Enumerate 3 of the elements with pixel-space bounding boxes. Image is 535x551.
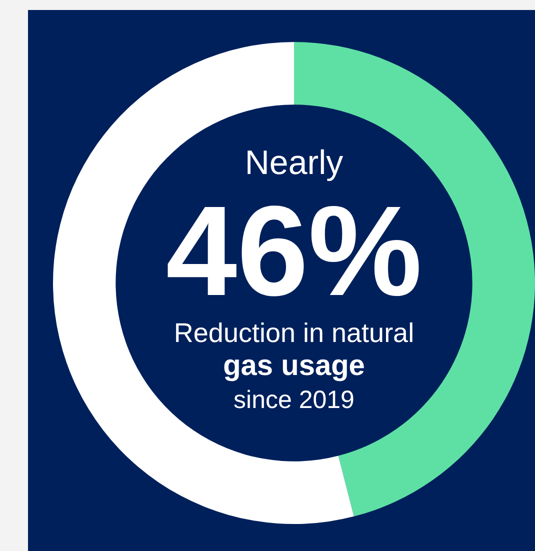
text: Nearly — [244, 144, 344, 182]
text: since 2019 — [232, 386, 356, 414]
text: gas usage — [222, 350, 366, 382]
